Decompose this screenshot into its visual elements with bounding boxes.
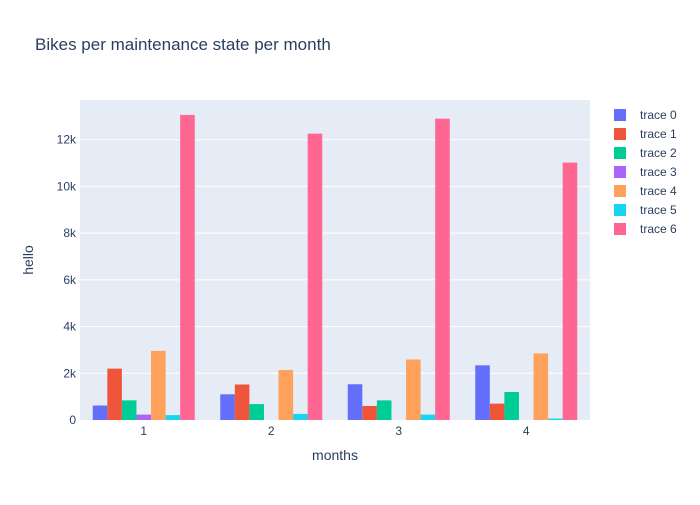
bar[interactable] <box>533 353 549 420</box>
legend-item[interactable]: trace 0 <box>614 108 677 122</box>
x-axis-ticks: 1 2 3 4 <box>140 424 530 438</box>
bar[interactable] <box>165 415 181 420</box>
bar[interactable] <box>406 359 421 420</box>
y-tick-label: 6k <box>63 273 77 287</box>
bar[interactable] <box>121 400 137 420</box>
legend-swatch <box>614 128 626 140</box>
bar[interactable] <box>435 118 450 421</box>
bar[interactable] <box>220 394 235 420</box>
y-tick-label: 2k <box>63 366 77 380</box>
bar[interactable] <box>278 370 294 420</box>
legend: trace 0 trace 1 trace 2 trace 3 trace 4 trace… <box>614 108 677 236</box>
bar[interactable] <box>548 418 563 420</box>
bar[interactable] <box>504 391 519 420</box>
bar[interactable] <box>92 405 108 420</box>
bar[interactable] <box>151 350 166 420</box>
bar[interactable] <box>362 405 377 420</box>
chart-title: Bikes per maintenance state per month <box>35 35 331 54</box>
legend-swatch <box>614 185 626 197</box>
x-tick-label: 3 <box>395 424 402 438</box>
bar[interactable] <box>307 133 323 420</box>
bar[interactable] <box>475 365 490 420</box>
y-tick-label: 4k <box>63 320 77 334</box>
legend-item[interactable]: trace 4 <box>614 184 677 198</box>
bar[interactable] <box>136 414 152 420</box>
x-tick-label: 2 <box>268 424 275 438</box>
bar[interactable] <box>489 403 505 420</box>
bars <box>92 114 578 421</box>
bar[interactable] <box>347 384 363 420</box>
y-tick-label: 10k <box>57 179 77 193</box>
x-axis-title: months <box>312 447 358 463</box>
legend-swatch <box>614 223 626 235</box>
legend-item[interactable]: trace 3 <box>614 165 677 179</box>
legend-label: trace 5 <box>640 203 677 217</box>
bar[interactable] <box>234 384 250 420</box>
legend-item[interactable]: trace 6 <box>614 222 677 236</box>
bar[interactable] <box>420 414 436 420</box>
y-tick-label: 12k <box>57 133 77 147</box>
y-tick-label: 8k <box>63 226 77 240</box>
legend-label: trace 4 <box>640 184 677 198</box>
legend-label: trace 1 <box>640 127 677 141</box>
legend-item[interactable]: trace 2 <box>614 146 677 160</box>
legend-label: trace 3 <box>640 165 677 179</box>
legend-label: trace 0 <box>640 108 677 122</box>
y-axis-ticks: 0 2k 4k 6k 8k 10k 12k <box>57 133 77 427</box>
bar[interactable] <box>107 368 122 420</box>
x-tick-label: 4 <box>523 424 530 438</box>
bar[interactable] <box>562 162 578 420</box>
legend-swatch <box>614 204 626 216</box>
legend-swatch <box>614 147 626 159</box>
legend-swatch <box>614 166 626 178</box>
y-axis-title: hello <box>20 245 36 275</box>
legend-item[interactable]: trace 5 <box>614 203 677 217</box>
legend-item[interactable]: trace 1 <box>614 127 677 141</box>
legend-swatch <box>614 109 626 121</box>
bar[interactable] <box>376 400 392 420</box>
bar[interactable] <box>293 413 308 420</box>
x-tick-label: 1 <box>140 424 147 438</box>
legend-label: trace 6 <box>640 222 677 236</box>
legend-label: trace 2 <box>640 146 677 160</box>
bar[interactable] <box>180 114 195 420</box>
y-tick-label: 0 <box>69 413 76 427</box>
bar[interactable] <box>249 404 264 420</box>
